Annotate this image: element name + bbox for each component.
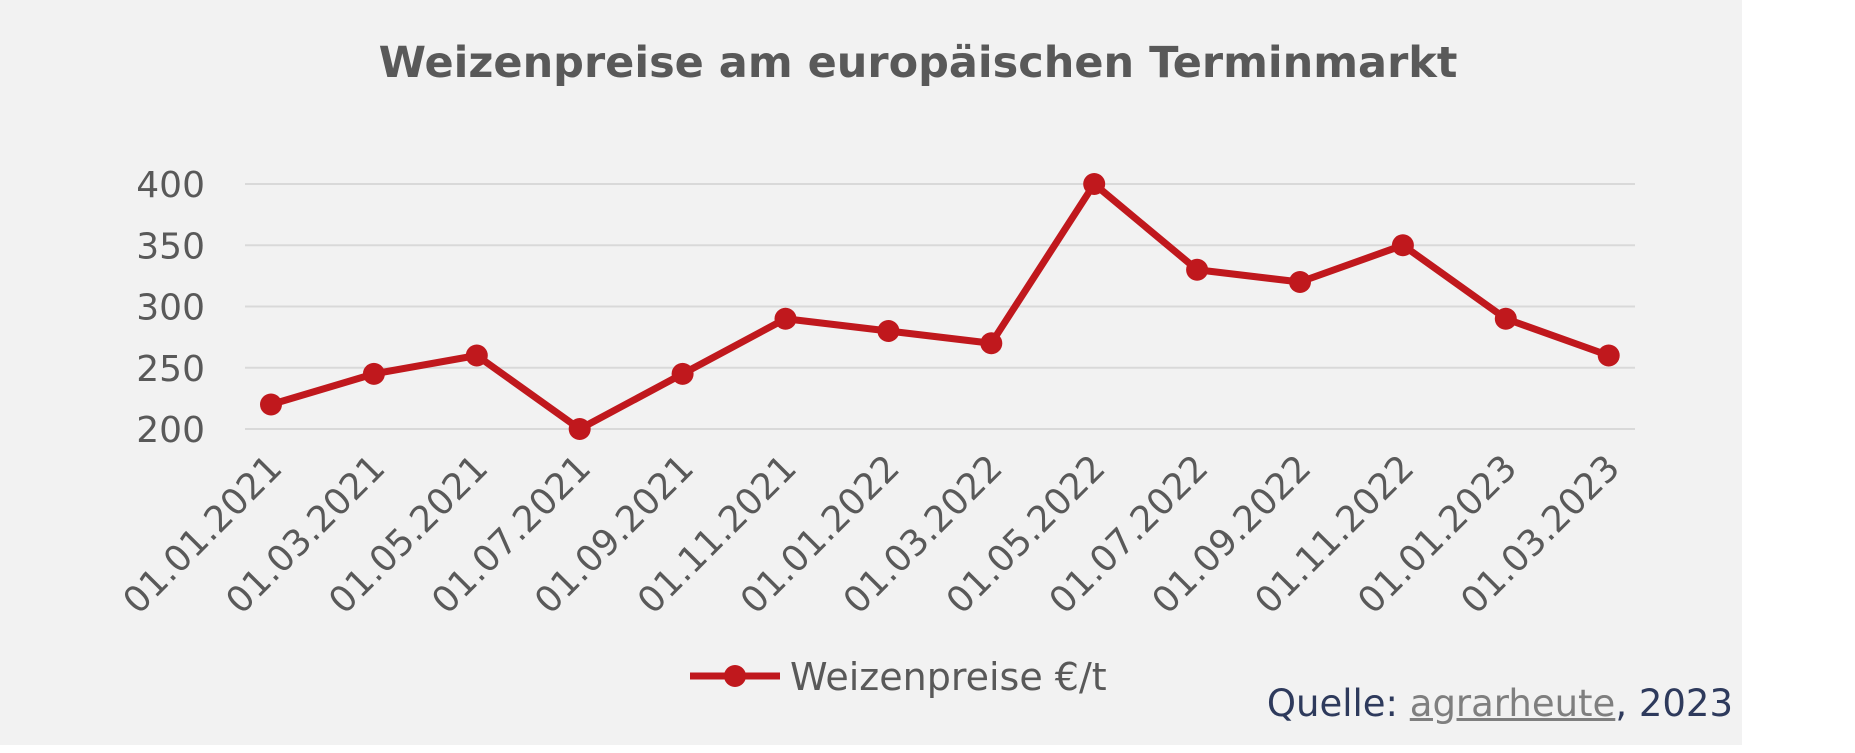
y-tick-label: 400	[136, 165, 205, 206]
data-point	[877, 320, 900, 342]
data-point	[1391, 234, 1414, 257]
data-point	[1494, 307, 1517, 330]
legend-label: Weizenpreise €/t	[790, 655, 1107, 699]
line-chart: Weizenpreise am europäischen Terminmarkt…	[116, 38, 1635, 699]
chart-title: Weizenpreise am europäischen Terminmarkt	[379, 38, 1458, 88]
grid-layer	[245, 183, 1635, 430]
chart-panel: Weizenpreise am europäischen Terminmarkt…	[0, 0, 1742, 745]
source-suffix: , 2023	[1615, 682, 1733, 725]
series-layer	[260, 173, 1620, 440]
data-point	[980, 332, 1003, 355]
data-point	[671, 362, 694, 385]
data-point	[362, 362, 385, 385]
source-prefix: Quelle:	[1266, 682, 1410, 725]
y-axis-ticks: 200 250 300 350 400	[136, 165, 205, 451]
data-point	[774, 307, 797, 330]
data-point	[1083, 173, 1106, 195]
data-point	[1289, 271, 1311, 293]
legend: Weizenpreise €/t	[690, 655, 1107, 699]
source-link[interactable]: agrarheute	[1409, 682, 1616, 725]
y-tick-label: 350	[136, 226, 205, 267]
data-point	[1597, 344, 1620, 367]
data-point	[260, 393, 282, 416]
series-line	[270, 180, 1610, 433]
legend-marker	[724, 665, 746, 687]
y-tick-label: 300	[136, 288, 205, 329]
x-axis-ticks: 01.01.202101.03.202101.05.202101.07.2021…	[116, 447, 1628, 622]
data-point	[465, 344, 488, 367]
data-point	[1186, 258, 1209, 281]
data-point	[568, 418, 591, 440]
y-tick-label: 200	[136, 410, 205, 451]
source-note: Quelle: agrarheute, 2023	[1267, 682, 1733, 725]
y-tick-label: 250	[136, 349, 205, 390]
